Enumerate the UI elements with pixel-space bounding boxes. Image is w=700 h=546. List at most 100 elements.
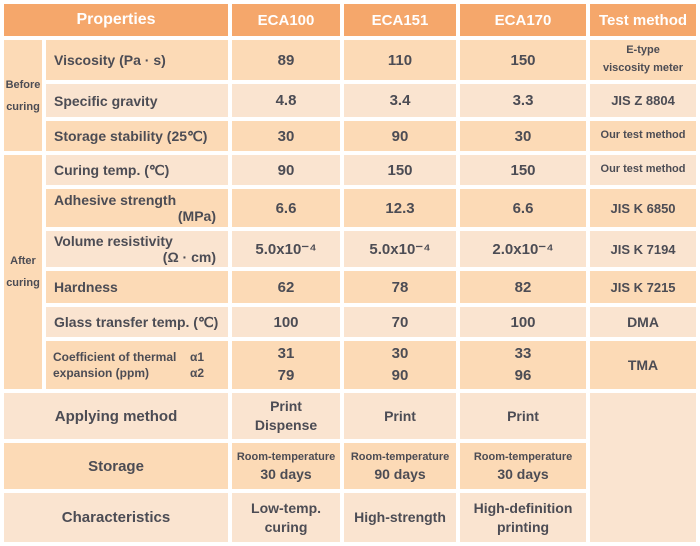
value-cte-eca151: 30 90	[344, 341, 457, 389]
alpha2-label: α2	[189, 366, 205, 380]
storage-eca170: Room-temperature 30 days	[460, 443, 587, 489]
applying-eca170: Print	[460, 393, 587, 439]
characteristics-eca170-line2: printing	[496, 518, 550, 535]
value-glass-eca100: 100	[232, 307, 341, 337]
value-glass-eca151: 70	[344, 307, 457, 337]
row-glass-transfer: Glass transfer temp. (℃) 100 70 100 DMA	[4, 307, 697, 337]
storage-eca151: Room-temperature 90 days	[344, 443, 457, 489]
test-specific-gravity: JIS Z 8804	[590, 84, 697, 117]
group-before-line1: Before	[5, 78, 41, 91]
storage-eca151-line2: 90 days	[374, 465, 426, 482]
property-viscosity: Viscosity (Pa · s)	[46, 40, 229, 80]
group-before-line2: curing	[6, 100, 40, 113]
alpha1-label: α1	[189, 350, 205, 364]
storage-eca170-line1: Room-temperature	[473, 450, 573, 463]
value-viscosity-eca100: 89	[232, 40, 341, 80]
value-glass-eca170: 100	[460, 307, 587, 337]
cte-a2-eca100: 79	[277, 367, 295, 384]
header-properties: Properties	[4, 4, 229, 36]
storage-eca100-line2: 30 days	[260, 465, 312, 482]
applying-eca151-line1: Print	[384, 407, 416, 424]
characteristics-eca151-line1: High-strength	[354, 509, 446, 525]
thermal-expansion-line2: expansion (ppm)	[53, 366, 150, 380]
cte-a1-eca170: 33	[514, 345, 532, 362]
value-storstab-eca170: 30	[460, 121, 587, 151]
applying-eca100: Print Dispense	[232, 393, 341, 439]
value-storstab-eca100: 30	[232, 121, 341, 151]
header-row: Properties ECA100 ECA151 ECA170 Test met…	[4, 4, 697, 36]
test-volume-resistivity: JIS K 7194	[590, 231, 697, 267]
row-storage: Storage Room-temperature 30 days Room-te…	[4, 443, 696, 489]
adhesive-strength-line2: (MPa)	[177, 208, 217, 224]
property-storage-stability: Storage stability (25℃)	[46, 121, 229, 151]
value-adhesive-eca170: 6.6	[460, 189, 587, 227]
value-adhesive-eca100: 6.6	[232, 189, 341, 227]
characteristics-eca170: High-definition printing	[460, 493, 587, 542]
row-characteristics: Characteristics Low-temp. curing High-st…	[4, 493, 696, 542]
applying-eca100-line2: Dispense	[254, 417, 318, 433]
value-cte-eca170: 33 96	[460, 341, 587, 389]
row-adhesive-strength: Adhesive strength (MPa) 6.6 12.3 6.6 JIS…	[4, 189, 697, 227]
property-curing-temp: Curing temp. (℃)	[46, 155, 229, 185]
test-viscosity: E-type viscosity meter	[590, 40, 697, 80]
row-specific-gravity: Specific gravity 4.8 3.4 3.3 JIS Z 8804	[4, 84, 697, 117]
value-resistivity-eca151: 5.0x10⁻⁴	[344, 231, 457, 267]
storage-eca100-line1: Room-temperature	[236, 450, 336, 463]
group-before-curing: Before curing	[4, 40, 42, 151]
characteristics-eca151: High-strength	[344, 493, 457, 542]
property-specific-gravity: Specific gravity	[46, 84, 229, 117]
header-eca151: ECA151	[344, 4, 457, 36]
value-curtemp-eca151: 150	[344, 155, 457, 185]
label-storage: Storage	[4, 443, 229, 489]
value-cte-eca100: 31 79	[232, 341, 341, 389]
test-hardness: JIS K 7215	[590, 271, 697, 303]
row-curing-temp: After curing Curing temp. (℃) 90 150 150…	[4, 155, 697, 389]
row-thermal-expansion: Coefficient of thermal α1 expansion (ppm…	[4, 341, 697, 389]
test-adhesive-strength: JIS K 6850	[590, 189, 697, 227]
value-hardness-eca100: 62	[232, 271, 341, 303]
value-gravity-eca170: 3.3	[460, 84, 587, 117]
header-eca170: ECA170	[460, 4, 587, 36]
value-storstab-eca151: 90	[344, 121, 457, 151]
row-hardness: Hardness 62 78 82 JIS K 7215	[4, 271, 697, 303]
value-viscosity-eca170: 150	[460, 40, 587, 80]
value-curtemp-eca100: 90	[232, 155, 341, 185]
header-eca100: ECA100	[232, 4, 341, 36]
value-curtemp-eca170: 150	[460, 155, 587, 185]
value-hardness-eca151: 78	[344, 271, 457, 303]
cte-a2-eca151: 90	[391, 367, 409, 384]
property-adhesive-strength: Adhesive strength (MPa)	[46, 189, 229, 227]
value-hardness-eca170: 82	[460, 271, 587, 303]
test-glass-transfer: DMA	[590, 307, 697, 337]
group-after-curing: After curing	[4, 155, 42, 389]
volume-resistivity-line2: (Ω · cm)	[162, 249, 217, 265]
header-test-method: Test method	[590, 4, 697, 36]
value-resistivity-eca100: 5.0x10⁻⁴	[232, 231, 341, 267]
test-curing-temp: Our test method	[590, 155, 697, 185]
storage-eca151-line1: Room-temperature	[350, 450, 450, 463]
property-volume-resistivity: Volume resistivity (Ω · cm)	[46, 231, 229, 267]
volume-resistivity-line1: Volume resistivity	[54, 233, 173, 249]
row-volume-resistivity: Volume resistivity (Ω · cm) 5.0x10⁻⁴ 5.0…	[4, 231, 697, 267]
value-gravity-eca151: 3.4	[344, 84, 457, 117]
test-storage-stability: Our test method	[590, 121, 697, 151]
test-method-bottom-empty	[590, 393, 697, 542]
applying-eca151: Print	[344, 393, 457, 439]
property-glass-transfer: Glass transfer temp. (℃)	[46, 307, 229, 337]
applying-eca100-line1: Print	[270, 398, 302, 414]
characteristics-eca100-line1: Low-temp.	[251, 499, 322, 516]
applying-eca170-line1: Print	[507, 407, 539, 424]
value-gravity-eca100: 4.8	[232, 84, 341, 117]
adhesive-strength-line1: Adhesive strength	[54, 192, 177, 208]
characteristics-eca100-line2: curing	[264, 518, 308, 535]
cte-a1-eca151: 30	[391, 345, 409, 362]
group-after-line1: After	[10, 255, 36, 267]
characteristics-eca170-line1: High-definition	[473, 499, 573, 516]
label-applying-method: Applying method	[4, 393, 229, 439]
value-viscosity-eca151: 110	[344, 40, 457, 80]
value-adhesive-eca151: 12.3	[344, 189, 457, 227]
characteristics-eca100: Low-temp. curing	[232, 493, 341, 542]
cte-a2-eca170: 96	[514, 367, 532, 384]
label-characteristics: Characteristics	[4, 493, 229, 542]
